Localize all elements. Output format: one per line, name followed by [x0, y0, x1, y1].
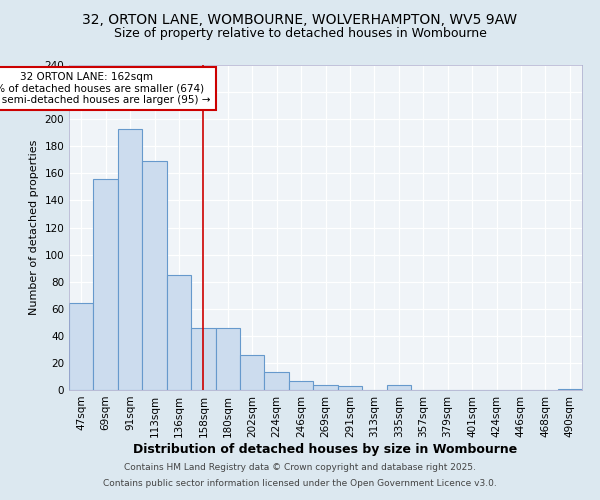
Y-axis label: Number of detached properties: Number of detached properties — [29, 140, 39, 315]
Bar — [167, 275, 191, 390]
Bar — [240, 355, 265, 390]
Bar — [94, 179, 118, 390]
Bar — [69, 304, 94, 390]
Bar — [191, 328, 215, 390]
Text: 32 ORTON LANE: 162sqm
← 87% of detached houses are smaller (674)
12% of semi-det: 32 ORTON LANE: 162sqm ← 87% of detached … — [0, 72, 211, 105]
X-axis label: Distribution of detached houses by size in Wombourne: Distribution of detached houses by size … — [133, 442, 518, 456]
Text: 32, ORTON LANE, WOMBOURNE, WOLVERHAMPTON, WV5 9AW: 32, ORTON LANE, WOMBOURNE, WOLVERHAMPTON… — [82, 12, 518, 26]
Text: Contains public sector information licensed under the Open Government Licence v3: Contains public sector information licen… — [103, 478, 497, 488]
Bar — [118, 128, 142, 390]
Bar — [215, 328, 240, 390]
Bar — [265, 372, 289, 390]
Bar — [313, 384, 338, 390]
Bar — [142, 161, 167, 390]
Text: Contains HM Land Registry data © Crown copyright and database right 2025.: Contains HM Land Registry data © Crown c… — [124, 464, 476, 472]
Text: Size of property relative to detached houses in Wombourne: Size of property relative to detached ho… — [113, 28, 487, 40]
Bar — [338, 386, 362, 390]
Bar — [557, 388, 582, 390]
Bar — [289, 380, 313, 390]
Bar — [386, 384, 411, 390]
